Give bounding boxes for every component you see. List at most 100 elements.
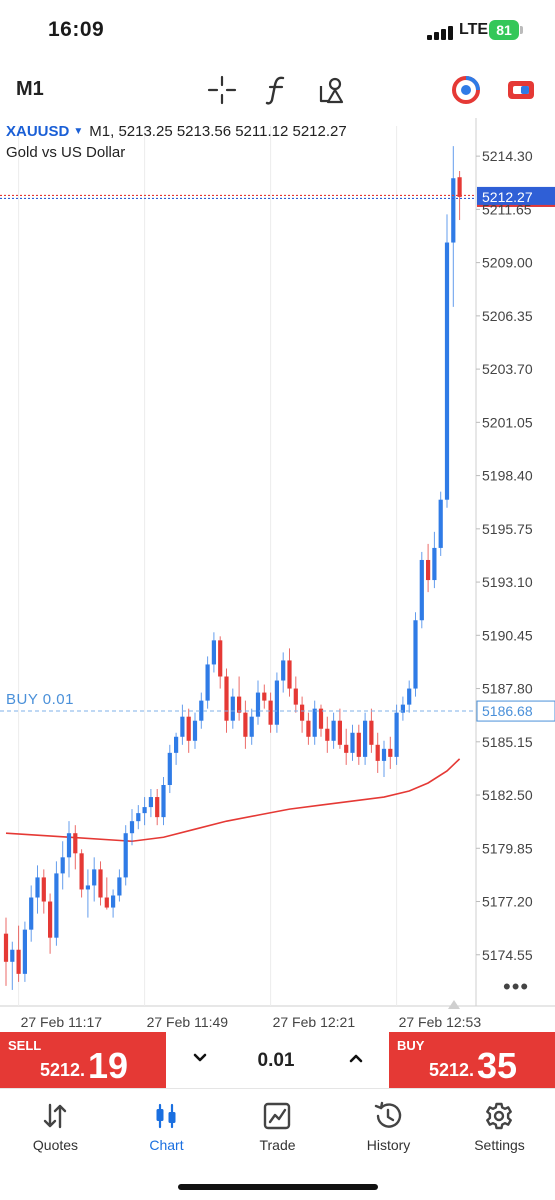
- order-price-tag: [476, 700, 555, 722]
- ohlc-values: 5213.25 5213.56 5211.12 5212.27: [118, 123, 347, 140]
- timeframe-button[interactable]: M1: [16, 78, 44, 100]
- nav-settings[interactable]: Settings: [444, 1089, 555, 1169]
- candle: [312, 700, 317, 745]
- candle-body: [111, 895, 116, 908]
- more-options-icon[interactable]: •••: [503, 974, 530, 999]
- candle-body: [136, 813, 141, 822]
- candle-body: [218, 640, 223, 677]
- candle: [262, 684, 267, 709]
- candle-body: [129, 821, 135, 834]
- one-click-trading-icon[interactable]: [503, 72, 539, 108]
- price-tick-label: 5214.30: [482, 148, 533, 164]
- lot-increase-icon[interactable]: [346, 1048, 366, 1068]
- trading-account-icon[interactable]: [448, 72, 484, 108]
- candle-body: [66, 833, 72, 858]
- moving-average-path: [5, 758, 461, 843]
- objects-icon[interactable]: [314, 72, 350, 108]
- candle: [129, 809, 135, 846]
- candle: [85, 869, 90, 918]
- time-tick-label: 27 Feb 11:49: [147, 1014, 229, 1030]
- symbol-name[interactable]: XAUUSD: [6, 123, 70, 140]
- candle-body: [73, 833, 78, 854]
- price-tick-label: 5187.80: [482, 681, 533, 697]
- price-tick-label: 5206.35: [482, 308, 533, 324]
- price-chart[interactable]: 5212.27 5186.68 5214.30 5211.65 5209.00 5206…: [0, 118, 555, 1032]
- price-tick-label: 5198.40: [482, 468, 533, 484]
- moving-average-line: [5, 758, 461, 843]
- price-axis: 5214.30 5211.65 5209.00 5206.35 5203.70 5201.…: [476, 148, 533, 963]
- candle-body: [85, 885, 90, 890]
- price-tick-label: 5174.55: [482, 947, 533, 963]
- candle: [10, 941, 15, 990]
- nav-quotes[interactable]: Quotes: [0, 1089, 111, 1169]
- candle-body: [16, 949, 21, 974]
- candle-body: [60, 857, 65, 874]
- candle: [268, 692, 273, 733]
- nav-trade[interactable]: Trade: [222, 1089, 333, 1169]
- candle: [287, 648, 292, 697]
- battery-tip: [520, 26, 523, 34]
- candle: [142, 797, 147, 826]
- time-tick-label: 27 Feb 11:17: [21, 1014, 103, 1030]
- candle: [413, 612, 418, 697]
- nav-history[interactable]: History: [333, 1089, 444, 1169]
- price-tick-label: 5211.65: [482, 201, 532, 217]
- candle-body: [92, 869, 97, 886]
- candle-body: [104, 897, 109, 908]
- candle: [41, 869, 46, 914]
- buy-label: BUY: [397, 1038, 425, 1053]
- sell-button[interactable]: SELL 5212. 19: [0, 1032, 166, 1088]
- candle-body: [344, 744, 349, 753]
- nav-quotes-label: Quotes: [32, 1137, 79, 1153]
- candle: [432, 531, 437, 589]
- candle-body: [363, 720, 368, 757]
- candle-body: [293, 688, 298, 705]
- price-tick-label: 5177.20: [482, 894, 533, 910]
- price-lines: 5212.27 5186.68: [0, 186, 555, 722]
- nav-trade-label: Trade: [259, 1137, 296, 1153]
- lot-size-value[interactable]: 0.01: [257, 1050, 295, 1071]
- candle: [394, 704, 399, 765]
- time-axis: 27 Feb 11:17 27 Feb 11:49 27 Feb 12:21 27 F…: [21, 1000, 481, 1030]
- current-price-tag-underline: [477, 204, 555, 207]
- order-price-label: 5186.68: [482, 703, 533, 719]
- chart-canvas[interactable]: 5212.27 5186.68 5214.30 5211.65 5209.00 5206…: [0, 118, 555, 1032]
- home-indicator: [178, 1184, 378, 1190]
- indicators-f-icon[interactable]: [259, 72, 295, 108]
- candle-body: [287, 660, 292, 689]
- candle-body: [3, 933, 9, 962]
- candle-body: [237, 696, 242, 713]
- candle-body: [381, 748, 387, 761]
- candle: [117, 869, 122, 902]
- chart-toolbar: M1: [0, 62, 555, 118]
- chart-symbol-info[interactable]: XAUUSD ▼ M1, 5213.25 5213.56 5211.12 5212.…: [6, 123, 347, 140]
- candle-body: [10, 949, 15, 962]
- nav-chart-label: Chart: [149, 1137, 184, 1153]
- buy-button[interactable]: BUY 5212. 35: [389, 1032, 555, 1088]
- candle-body: [249, 716, 254, 737]
- candle-body: [224, 676, 229, 721]
- candle: [98, 861, 103, 906]
- network-type: LTE: [459, 21, 489, 38]
- candle-body: [41, 877, 46, 902]
- candle-body: [400, 704, 405, 713]
- order-line-label[interactable]: BUY 0.01: [6, 691, 74, 708]
- candle: [375, 732, 380, 773]
- candle: [66, 821, 72, 878]
- candle-body: [48, 901, 53, 938]
- candle-body: [211, 640, 216, 665]
- symbol-dropdown-icon[interactable]: ▼: [73, 126, 84, 137]
- crosshair-icon[interactable]: [204, 72, 240, 108]
- nav-chart[interactable]: Chart: [111, 1089, 222, 1169]
- lot-decrease-icon[interactable]: [190, 1048, 210, 1068]
- candle: [35, 865, 40, 914]
- candle: [274, 672, 279, 733]
- candle-body: [432, 547, 437, 581]
- candle: [192, 712, 198, 749]
- candle: [211, 632, 216, 673]
- candle: [451, 146, 456, 307]
- candle-body: [451, 178, 456, 243]
- candle: [381, 740, 387, 777]
- candle-body: [155, 797, 160, 818]
- candle-body: [161, 784, 166, 818]
